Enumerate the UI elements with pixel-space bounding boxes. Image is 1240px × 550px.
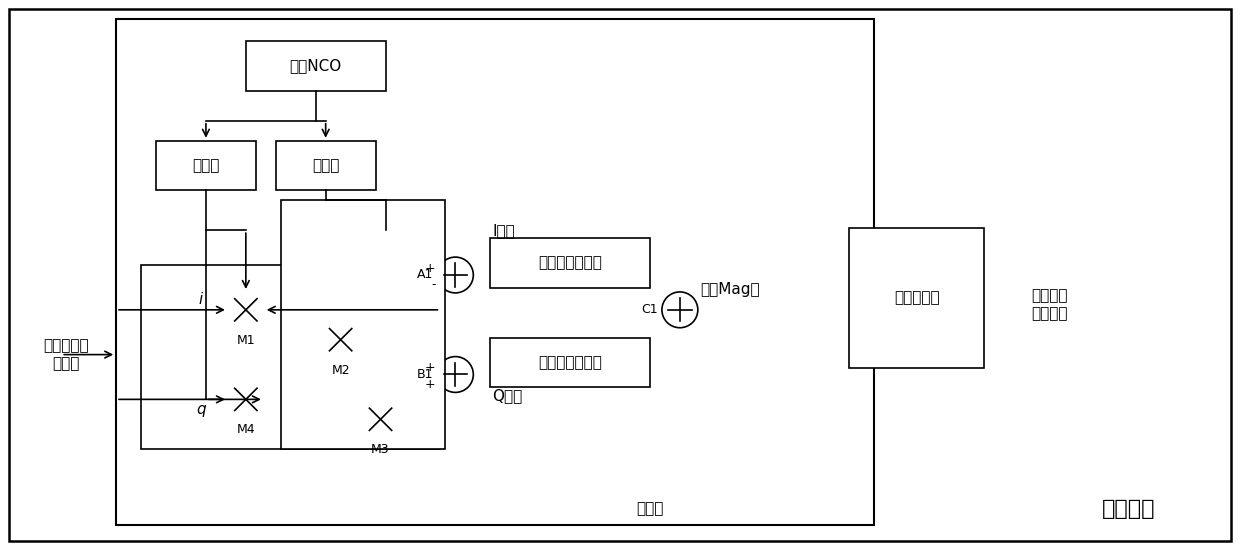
Bar — [849, 228, 985, 367]
Bar — [141, 265, 440, 449]
Text: 第一Mag值: 第一Mag值 — [699, 282, 759, 298]
Text: C1: C1 — [641, 303, 658, 316]
Circle shape — [662, 292, 698, 328]
Text: 含噪连续波
复信号: 含噪连续波 复信号 — [43, 338, 89, 371]
Bar — [117, 19, 874, 525]
Bar — [490, 338, 650, 387]
Bar — [275, 141, 376, 190]
Bar — [280, 200, 445, 449]
Text: 第一相干积分器: 第一相干积分器 — [538, 256, 603, 271]
Text: 连续波信
号的频率: 连续波信 号的频率 — [1030, 289, 1068, 321]
Text: M4: M4 — [237, 424, 255, 436]
Text: 本地NCO: 本地NCO — [290, 58, 342, 74]
Text: 正弦表: 正弦表 — [312, 158, 340, 173]
Circle shape — [228, 382, 264, 417]
Text: 扫频器: 扫频器 — [636, 501, 663, 516]
Text: +: + — [425, 262, 435, 274]
Text: 频率估计器: 频率估计器 — [894, 290, 940, 305]
Text: M1: M1 — [237, 334, 255, 346]
Text: +: + — [425, 361, 435, 374]
Text: +: + — [425, 378, 435, 391]
Circle shape — [438, 356, 474, 392]
Circle shape — [362, 402, 398, 437]
Text: 扫频单元: 扫频单元 — [1102, 499, 1156, 519]
Bar — [156, 141, 255, 190]
Circle shape — [438, 257, 474, 293]
Bar — [490, 238, 650, 288]
Text: M2: M2 — [331, 364, 350, 377]
Text: i: i — [198, 293, 203, 307]
Text: q: q — [196, 402, 206, 417]
Text: Q支路: Q支路 — [492, 388, 522, 403]
Bar — [246, 41, 386, 91]
Text: B1: B1 — [417, 368, 434, 381]
Circle shape — [322, 322, 358, 358]
Circle shape — [228, 292, 264, 328]
Text: A1: A1 — [417, 268, 434, 282]
Text: 第二相干积分器: 第二相干积分器 — [538, 355, 603, 370]
Text: I支路: I支路 — [492, 223, 515, 238]
Text: -: - — [432, 278, 435, 292]
Text: 余弦表: 余弦表 — [192, 158, 219, 173]
Text: M3: M3 — [371, 443, 389, 456]
